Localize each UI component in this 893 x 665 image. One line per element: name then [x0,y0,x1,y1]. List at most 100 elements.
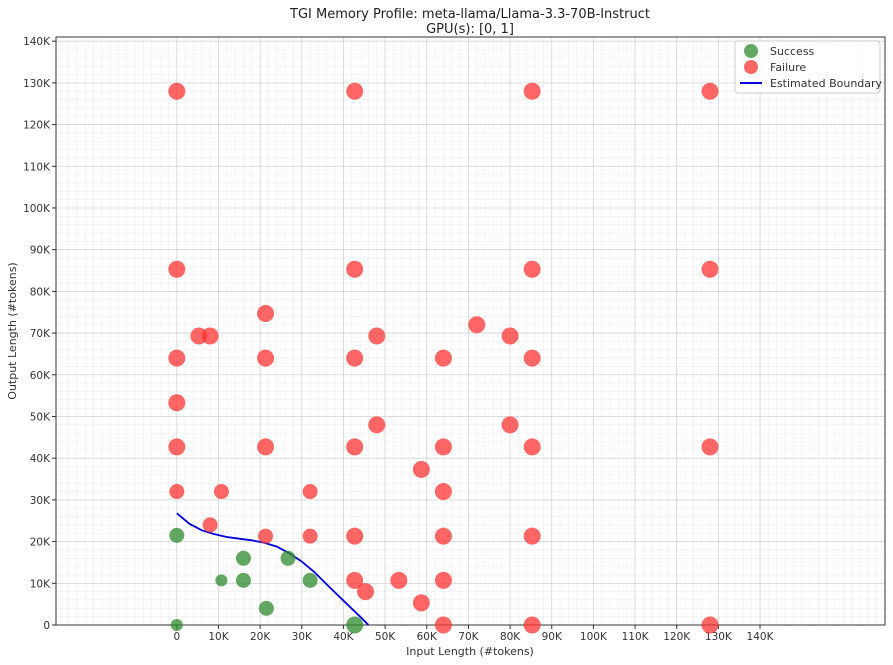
failure-point [390,571,408,589]
x-tick-label: 60K [417,631,438,643]
legend-label: Failure [770,61,806,74]
x-axis: 0 10K 20K 30K 40K 50K 60K 70K 80K 90K 100K 110K 120K… [173,625,775,643]
failure-point [257,438,275,456]
failure-point [523,616,541,634]
success-point [302,572,318,588]
x-tick-label: 130K [705,631,733,643]
failure-point [346,571,364,589]
y-tick-label: 0 [43,620,50,632]
y-tick-label: 100K [23,203,51,215]
x-axis-label: Input Length (#tokens) [406,645,534,658]
failure-point [434,483,452,501]
failure-point [434,438,452,456]
success-point [258,600,274,616]
failure-point [357,583,375,601]
x-tick-label: 50K [375,631,396,643]
x-tick-label: 110K [622,631,650,643]
y-tick-label: 130K [23,78,51,90]
x-tick-label: 80K [500,631,521,643]
y-tick-label: 70K [30,328,51,340]
x-tick-label: 70K [458,631,479,643]
failure-point [701,260,719,278]
failure-point [346,438,364,456]
failure-point [168,82,186,100]
y-tick-label: 90K [30,245,51,257]
y-tick-label: 10K [30,578,51,590]
failure-point [168,438,186,456]
x-tick-label: 90K [542,631,563,643]
x-tick-label: 100K [580,631,608,643]
success-point [235,572,251,588]
failure-point [302,528,318,544]
chart-subtitle: GPU(s): [0, 1] [426,22,514,37]
success-point [169,527,185,543]
y-tick-label: 110K [23,161,51,173]
success-point [235,550,251,566]
success-point [280,550,296,566]
failure-point [258,528,274,544]
failure-point [368,327,386,345]
failure-point [501,327,519,345]
y-tick-label: 140K [23,36,51,48]
y-axis: 0 10K 20K 30K 40K 50K 60K 70K 80K 90K 100K 110K 120K… [23,36,56,632]
failure-point [523,82,541,100]
failure-point [523,349,541,367]
failure-point [346,82,364,100]
boundary-layer [176,512,370,626]
failure-point [434,527,452,545]
failure-point [346,527,364,545]
plot-area [55,36,886,626]
failure-point [346,260,364,278]
y-tick-label: 30K [30,495,51,507]
failure-point [523,438,541,456]
y-tick-label: 80K [30,286,51,298]
failure-point [368,416,386,434]
legend: Success Failure Estimated Boundary [734,40,883,94]
x-tick-label: 30K [292,631,313,643]
points-layer [168,82,719,634]
x-tick-label: 10K [208,631,229,643]
x-tick-label: 20K [250,631,271,643]
failure-point [701,82,719,100]
success-point [215,574,228,587]
failure-point [701,438,719,456]
failure-point [501,416,519,434]
failure-point [168,394,186,412]
legend-label: Success [770,45,815,58]
chart-title: TGI Memory Profile: meta-llama/Llama-3.3… [289,7,650,22]
x-tick-label: 40K [333,631,354,643]
failure-point [257,349,275,367]
x-tick-label: 0 [173,631,180,643]
failure-point [257,304,275,322]
y-tick-label: 50K [30,411,51,423]
failure-point [523,260,541,278]
legend-label: Estimated Boundary [770,77,883,90]
x-tick-label: 140K [747,631,775,643]
y-tick-label: 60K [30,370,51,382]
legend-marker [744,60,758,74]
failure-point [169,484,185,500]
failure-point [468,316,486,334]
failure-point [434,571,452,589]
failure-point [412,460,430,478]
failure-point [434,349,452,367]
failure-point [412,594,430,612]
failure-point [434,616,452,634]
y-axis-label: Output Length (#tokens) [6,262,19,399]
success-point [346,616,364,634]
success-point [170,619,183,631]
failure-point [346,349,364,367]
failure-point [202,517,218,533]
failure-point [302,484,318,500]
failure-point [523,527,541,545]
x-tick-label: 120K [663,631,691,643]
legend-box [734,40,881,94]
failure-point [168,349,186,367]
boundary-line [176,512,370,626]
y-tick-label: 120K [23,120,51,132]
legend-marker [744,44,758,58]
failure-point [168,260,186,278]
y-tick-label: 40K [30,453,51,465]
failure-point [701,616,719,634]
